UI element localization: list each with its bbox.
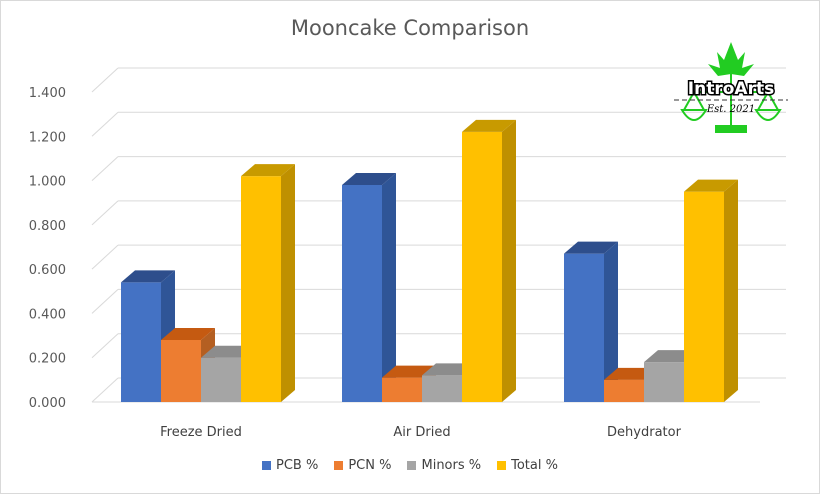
logo-text: IntroArts [688,79,774,99]
bar-side [382,173,396,402]
logo-graphic: IntroArts Est. 2021 [674,42,788,133]
bar-top [121,270,175,283]
gridline-side [91,200,119,226]
bar-front [644,362,684,402]
bar-front [382,377,422,402]
legend-swatch [497,461,507,470]
y-tick-label: 1.000 [29,175,66,190]
bar-front [684,191,724,402]
y-tick-label: 0.400 [29,307,66,322]
x-tick-label: Air Dried [393,425,450,440]
y-tick-label: 0.600 [29,263,66,278]
bar-side [724,179,738,402]
bar-front [201,357,241,402]
bar-front [462,131,502,402]
bar-front [422,375,462,402]
legend-label: Minors % [421,458,482,473]
gridline-side [91,377,119,403]
x-tick-label: Freeze Dried [160,425,242,440]
legend-item: Total % [497,458,558,473]
bar-front [342,185,382,402]
bar-top [684,179,738,192]
legend-item: Minors % [407,458,481,473]
legend-item: PCB % [262,458,318,473]
gridline-side [91,244,119,270]
logo-subtext: Est. 2021 [706,104,755,115]
y-tick-label: 1.400 [29,86,66,101]
legend-swatch [407,461,417,470]
legend-label: Total % [511,458,558,473]
y-tick-label: 0.000 [29,396,66,411]
legend-label: PCB % [276,458,319,473]
legend: PCB % PCN % Minors % Total % [0,458,820,473]
bar-side [281,164,295,402]
legend-label: PCN % [348,458,392,473]
legend-swatch [262,461,272,470]
gridline-side [91,333,119,359]
chart-title: Mooncake Comparison [290,16,530,40]
bar-front [241,176,281,402]
gridline-side [91,67,119,93]
x-tick-label: Dehydrator [607,425,682,440]
bar-top [462,119,516,132]
legend-item: PCN % [334,458,391,473]
bar-front [564,253,604,402]
legend-swatch [334,461,344,470]
y-tick-label: 0.800 [29,219,66,234]
logo: IntroArts Est. 2021 [672,30,790,150]
y-tick-label: 0.200 [29,352,66,367]
y-tick-label: 1.200 [29,130,66,145]
bar-front [604,379,644,402]
bar-side [604,241,618,402]
bar-side [502,119,516,402]
bar-front [161,340,201,402]
bar-top [342,173,396,185]
bar-top [161,328,215,340]
gridline-side [91,289,119,314]
gridline-side [91,156,119,181]
bar-top [382,365,436,378]
bar-front [121,282,161,402]
gridline-side [91,111,119,137]
bar-top [564,241,618,254]
bar-top [241,164,295,177]
